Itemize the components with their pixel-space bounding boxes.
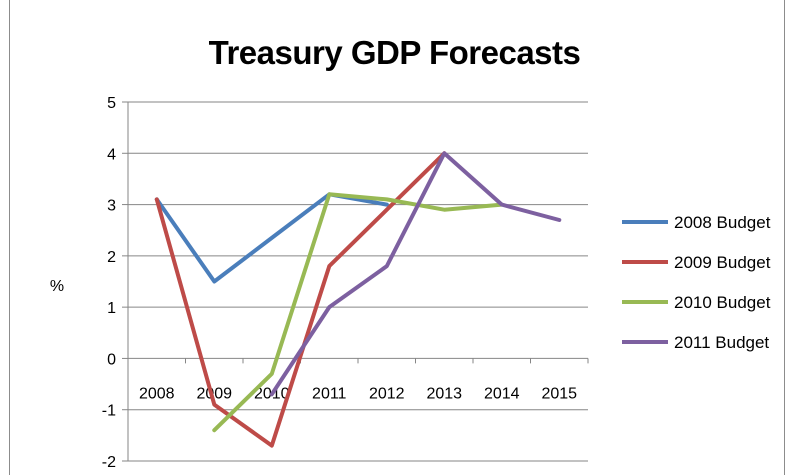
series-line-2008-budget (154, 192, 389, 284)
chart-title: Treasury GDP Forecasts (208, 34, 581, 71)
y-tick-label: 1 (107, 300, 116, 317)
x-tick-label: 2011 (312, 385, 347, 402)
x-tick-label: 2012 (369, 385, 405, 402)
legend-label: 2011 Budget (674, 333, 769, 352)
chart-frame (9, 0, 785, 475)
legend-label: 2009 Budget (674, 253, 771, 272)
y-tick-label: -1 (102, 403, 116, 420)
y-tick-label: 0 (107, 351, 116, 368)
y-tick-label: 5 (107, 95, 116, 112)
x-tick-label: 2015 (541, 385, 577, 402)
x-tick-label: 2014 (484, 385, 520, 402)
y-tick-label: 2 (107, 249, 116, 266)
x-tick-label: 2013 (426, 385, 462, 402)
x-tick-label: 2008 (139, 385, 175, 402)
legend-label: 2010 Budget (674, 293, 771, 312)
legend-label: 2008 Budget (674, 213, 771, 232)
y-tick-label: 3 (107, 198, 116, 215)
series-line-2011-budget (269, 151, 562, 397)
y-axis-label: % (50, 278, 64, 295)
y-tick-label: -2 (102, 454, 116, 471)
y-tick-label: 4 (107, 146, 116, 163)
x-tick-label: 2009 (196, 385, 232, 402)
series-line-2010-budget (212, 192, 504, 433)
